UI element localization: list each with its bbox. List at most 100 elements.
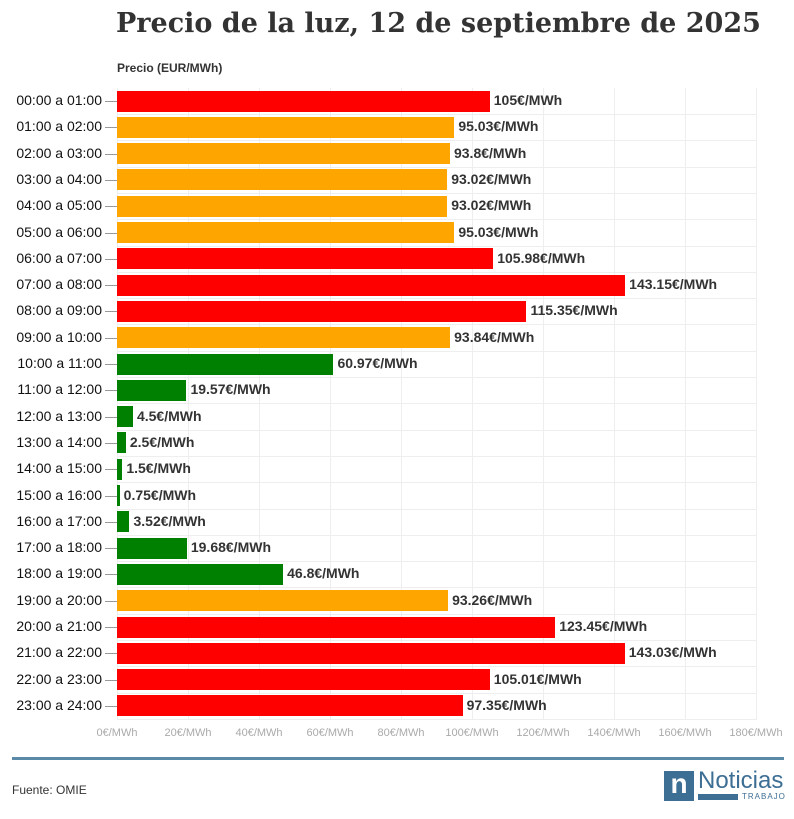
y-tick-mark xyxy=(105,521,117,523)
bar xyxy=(117,143,450,165)
data-label: 105€/MWh xyxy=(493,92,563,108)
y-tick-mark xyxy=(105,285,117,287)
row-gridline xyxy=(117,219,756,221)
bar xyxy=(117,274,626,296)
y-tick-mark xyxy=(105,705,117,707)
data-label: 19.57€/MWh xyxy=(190,381,271,398)
row-gridline xyxy=(117,192,756,194)
bar xyxy=(117,695,463,717)
row-gridline xyxy=(117,403,756,405)
row-gridline xyxy=(117,166,756,168)
category-label: 03:00 a 04:00 xyxy=(16,170,102,187)
category-label: 18:00 a 19:00 xyxy=(16,565,102,582)
y-tick-mark xyxy=(105,679,117,681)
data-label: 143.15€/MWh xyxy=(629,276,718,293)
x-tick-label: 100€/MWh xyxy=(445,727,499,739)
logo-sub: TRABAJO xyxy=(742,792,786,801)
y-tick-mark xyxy=(105,442,117,444)
x-tick-label: 40€/MWh xyxy=(235,727,283,739)
category-label: 08:00 a 09:00 xyxy=(16,302,102,319)
chart-title: Precio de la luz, 12 de septiembre de 20… xyxy=(116,8,761,39)
category-label: 12:00 a 13:00 xyxy=(16,407,102,424)
y-tick-mark xyxy=(105,153,117,155)
y-tick-mark xyxy=(105,469,117,471)
logo-bar xyxy=(698,794,738,800)
row-gridline xyxy=(117,666,756,668)
data-label: 105.01€/MWh xyxy=(493,670,582,687)
row-gridline xyxy=(117,640,756,641)
row-gridline xyxy=(117,613,756,615)
data-label: 93.02€/MWh xyxy=(451,170,532,187)
data-label: 95.03€/MWh xyxy=(458,118,539,135)
row-gridline xyxy=(117,482,756,484)
data-label: 19.68€/MWh xyxy=(190,539,271,556)
y-tick-mark xyxy=(105,600,117,602)
category-label: 17:00 a 18:00 xyxy=(16,539,102,556)
row-gridline xyxy=(117,140,756,142)
bar xyxy=(117,511,130,533)
category-label: 14:00 a 15:00 xyxy=(16,460,102,477)
y-tick-mark xyxy=(105,127,117,129)
row-gridline xyxy=(117,508,756,510)
bar xyxy=(117,406,133,428)
data-label: 93.8€/MWh xyxy=(453,144,527,161)
row-gridline xyxy=(117,534,756,536)
x-tick-label: 140€/MWh xyxy=(587,727,641,739)
category-label: 07:00 a 08:00 xyxy=(16,276,102,293)
category-label: 15:00 a 16:00 xyxy=(16,486,102,503)
data-label: 4.5€/MWh xyxy=(136,407,202,424)
y-tick-mark xyxy=(105,179,117,181)
y-axis-label: Precio (EUR/MWh) xyxy=(117,61,223,75)
y-tick-mark xyxy=(105,311,117,313)
data-label: 1.5€/MWh xyxy=(126,460,191,477)
category-label: 05:00 a 06:00 xyxy=(16,223,102,240)
bar-chart: 0€/MWh 20€/MWh 40€/MWh 60€/MWh 80€/MWh 100€/M… xyxy=(16,88,783,739)
x-tick-label: 180€/MWh xyxy=(729,727,783,739)
bar xyxy=(117,327,451,349)
data-label: 60.97€/MWh xyxy=(337,355,418,371)
data-label: 95.03€/MWh xyxy=(458,223,539,240)
y-tick-mark xyxy=(105,206,117,208)
category-label: 11:00 a 12:00 xyxy=(17,381,102,398)
x-tick-label: 160€/MWh xyxy=(658,727,712,739)
y-tick-mark xyxy=(105,232,117,234)
data-label: 143.03€/MWh xyxy=(628,644,717,661)
bar xyxy=(117,248,494,270)
row-gridline xyxy=(117,350,756,352)
row-gridline xyxy=(117,429,756,431)
bar xyxy=(117,616,556,638)
row-gridline xyxy=(117,455,756,457)
data-label: 123.45€/MWh xyxy=(559,618,648,634)
y-tick-mark xyxy=(105,574,117,576)
logo-mark: n xyxy=(664,770,694,801)
row-gridline xyxy=(117,245,756,247)
category-label: 21:00 a 22:00 xyxy=(16,644,102,661)
x-tick-label: 80€/MWh xyxy=(377,727,425,739)
y-tick-mark xyxy=(105,364,117,365)
row-gridline xyxy=(117,271,756,273)
category-label: 19:00 a 20:00 xyxy=(16,591,102,608)
data-label: 0.75€/MWh xyxy=(123,486,197,503)
bar xyxy=(117,563,284,585)
category-label: 22:00 a 23:00 xyxy=(16,670,102,687)
category-label: 09:00 a 10:00 xyxy=(16,328,102,345)
x-tick-label: 60€/MWh xyxy=(306,727,354,739)
y-tick-mark xyxy=(105,258,117,260)
category-label: 01:00 a 02:00 xyxy=(16,118,102,135)
row-gridline xyxy=(117,114,756,115)
category-label: 06:00 a 07:00 xyxy=(16,249,102,266)
footer-divider xyxy=(12,757,784,760)
data-label: 115.35€/MWh xyxy=(530,302,618,319)
data-label: 93.02€/MWh xyxy=(451,197,532,214)
bar xyxy=(117,90,490,112)
category-label: 04:00 a 05:00 xyxy=(16,197,102,214)
y-tick-mark xyxy=(105,101,117,102)
category-label: 13:00 a 14:00 xyxy=(16,433,102,450)
row-gridline xyxy=(117,692,756,694)
row-gridline xyxy=(117,324,756,326)
noticias-trabajo-logo: n Noticias TRABAJO xyxy=(664,767,786,803)
bar xyxy=(117,116,455,138)
data-label: 93.26€/MWh xyxy=(452,591,533,608)
bar xyxy=(117,432,126,454)
bar xyxy=(117,642,625,664)
